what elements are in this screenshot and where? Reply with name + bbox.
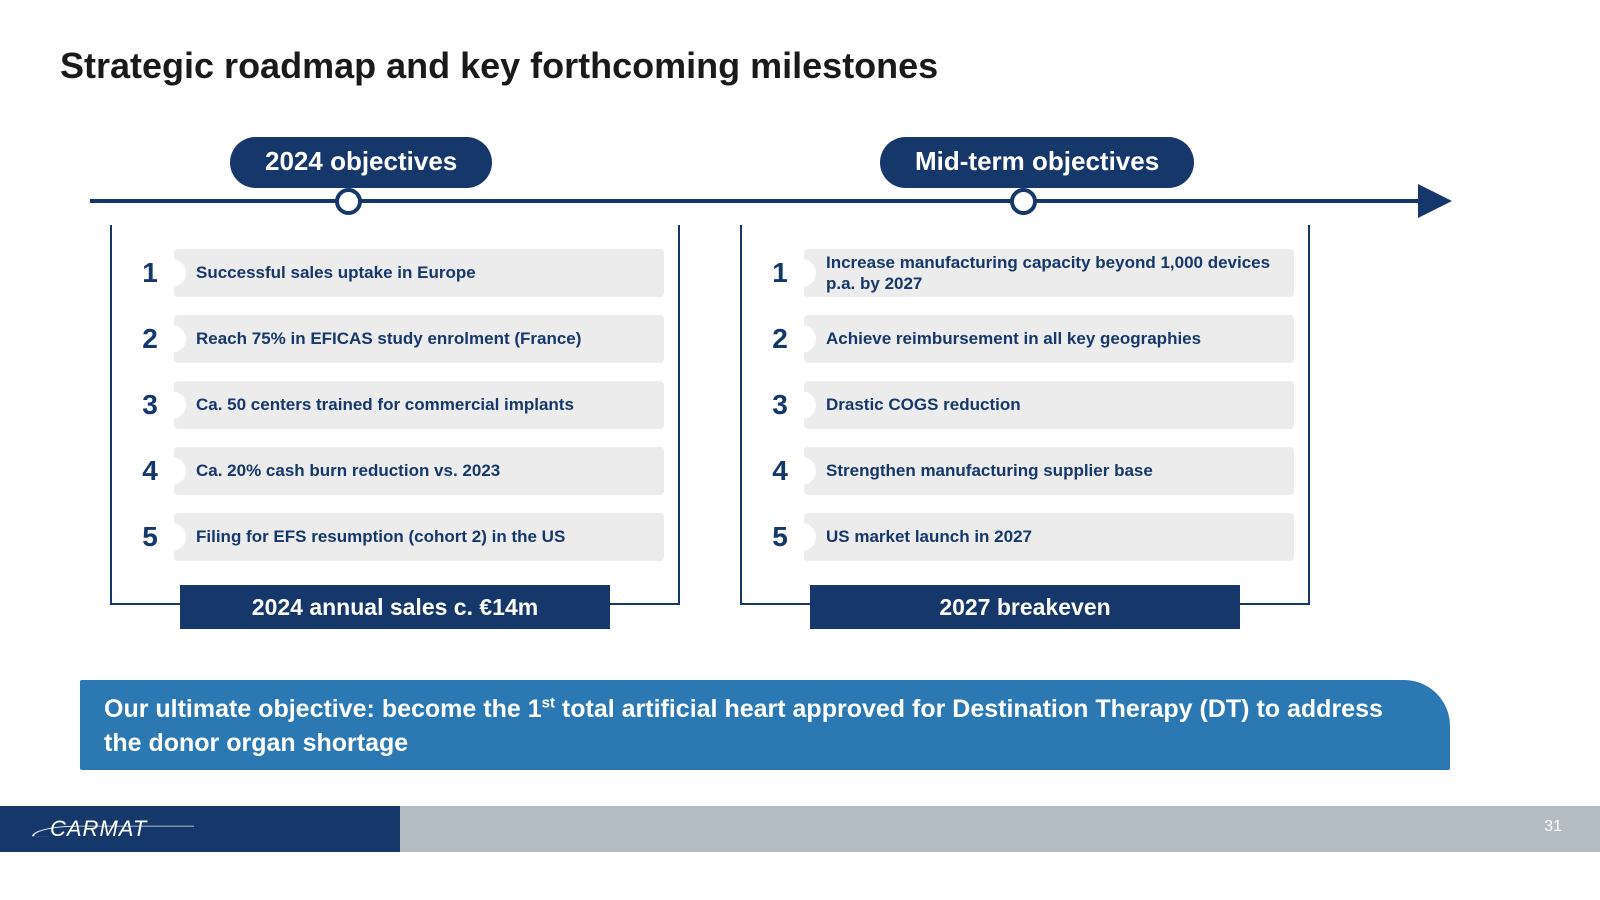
item-text: Drastic COGS reduction xyxy=(804,381,1294,429)
timeline-arrow-icon xyxy=(1418,184,1452,218)
ultimate-prefix: Our ultimate objective: become the 1 xyxy=(104,695,542,723)
list-item: 2 Achieve reimbursement in all key geogr… xyxy=(756,311,1294,367)
item-text: Successful sales uptake in Europe xyxy=(174,249,664,297)
timeline-marker-midterm xyxy=(1010,188,1037,215)
list-item: 4 Strengthen manufacturing supplier base xyxy=(756,443,1294,499)
list-item: 5 Filing for EFS resumption (cohort 2) i… xyxy=(126,509,664,565)
item-text: Filing for EFS resumption (cohort 2) in … xyxy=(174,513,664,561)
item-text: Strengthen manufacturing supplier base xyxy=(804,447,1294,495)
item-text: Ca. 50 centers trained for commercial im… xyxy=(174,381,664,429)
timeline-line xyxy=(90,199,1420,203)
item-text: Increase manufacturing capacity beyond 1… xyxy=(804,249,1294,297)
ultimate-ordinal: st xyxy=(542,695,555,712)
item-text: US market launch in 2027 xyxy=(804,513,1294,561)
item-text: Achieve reimbursement in all key geograp… xyxy=(804,315,1294,363)
page-number: 31 xyxy=(1544,818,1562,836)
timeline-marker-2024 xyxy=(335,188,362,215)
carmat-logo: CARMAT xyxy=(50,816,147,842)
list-item: 3 Ca. 50 centers trained for commercial … xyxy=(126,377,664,433)
list-item: 1 Successful sales uptake in Europe xyxy=(126,245,664,301)
list-item: 3 Drastic COGS reduction xyxy=(756,377,1294,433)
summary-box-midterm: 2027 breakeven xyxy=(810,585,1240,629)
list-item: 1 Increase manufacturing capacity beyond… xyxy=(756,245,1294,301)
list-item: 4 Ca. 20% cash burn reduction vs. 2023 xyxy=(126,443,664,499)
ultimate-objective-banner: Our ultimate objective: become the 1st t… xyxy=(80,680,1450,770)
item-text: Ca. 20% cash burn reduction vs. 2023 xyxy=(174,447,664,495)
item-text: Reach 75% in EFICAS study enrolment (Fra… xyxy=(174,315,664,363)
list-item: 5 US market launch in 2027 xyxy=(756,509,1294,565)
summary-box-2024: 2024 annual sales c. €14m xyxy=(180,585,610,629)
footer-logo-box: CARMAT xyxy=(0,806,400,852)
slide: Strategic roadmap and key forthcoming mi… xyxy=(0,0,1600,900)
pill-2024-objectives: 2024 objectives xyxy=(230,137,492,188)
panel-2024: 1 Successful sales uptake in Europe 2 Re… xyxy=(110,225,680,605)
slide-title: Strategic roadmap and key forthcoming mi… xyxy=(60,45,938,87)
panel-midterm: 1 Increase manufacturing capacity beyond… xyxy=(740,225,1310,605)
list-item: 2 Reach 75% in EFICAS study enrolment (F… xyxy=(126,311,664,367)
pill-midterm-objectives: Mid-term objectives xyxy=(880,137,1194,188)
